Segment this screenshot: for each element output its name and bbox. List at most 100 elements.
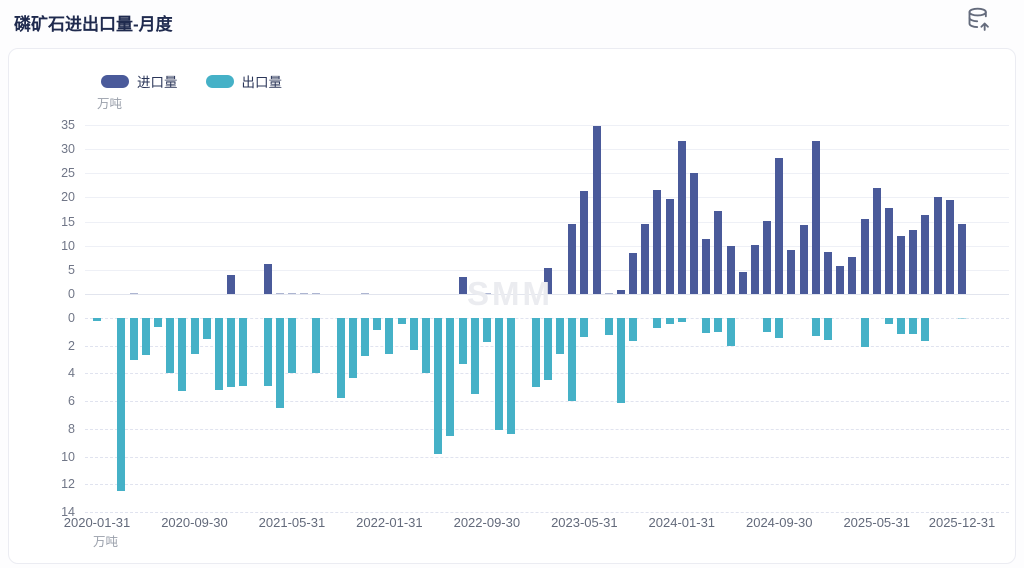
export-bar (446, 318, 455, 436)
y-tick-label-bottom: 6 (68, 394, 75, 409)
import-bar (604, 292, 613, 294)
y-tick-label-bottom: 14 (61, 505, 75, 519)
import-bar (860, 218, 869, 294)
database-export-icon (968, 7, 989, 31)
gridline-bottom-12 (85, 484, 1009, 486)
y-tick-label-bottom: 12 (61, 477, 75, 492)
export-bar (190, 318, 199, 354)
export-bar (568, 318, 577, 402)
x-tick-label: 2024-01-31 (648, 515, 716, 530)
y-tick-label-top: 25 (61, 166, 75, 181)
chart-legend: 进口量 出口量 (101, 71, 282, 91)
legend-item-export[interactable]: 出口量 (205, 71, 282, 91)
legend-item-import[interactable]: 进口量 (101, 71, 178, 91)
import-bar (568, 223, 577, 294)
import-bar (836, 265, 845, 294)
export-bar (665, 318, 674, 325)
export-bar (543, 318, 552, 381)
export-bar (507, 318, 516, 435)
export-bar (677, 318, 686, 322)
export-bar (714, 318, 723, 332)
export-bar (239, 318, 248, 386)
export-bar (604, 318, 613, 335)
import-bar (677, 140, 686, 294)
gridline-bottom-8 (85, 428, 1009, 430)
import-bar (543, 268, 552, 294)
import-bar (300, 293, 309, 294)
import-bar (641, 224, 650, 294)
export-bar (263, 318, 272, 386)
page-header: 磷矿石进出口量-月度 (0, 0, 1024, 48)
import-bar (811, 141, 820, 294)
import-bar (763, 220, 772, 294)
export-bar (129, 318, 138, 360)
export-bar (884, 318, 893, 325)
export-bar (702, 318, 711, 334)
y-tick-label-top: 0 (68, 287, 75, 301)
y-tick-label-top: 10 (61, 238, 75, 253)
import-legend-swatch (101, 74, 129, 88)
import-bar (592, 126, 601, 294)
export-bar (629, 318, 638, 341)
gridline-top-35 (85, 125, 1009, 126)
export-bar (824, 318, 832, 341)
export-bar (336, 318, 345, 399)
x-tick-label: 2021-05-31 (258, 515, 326, 530)
export-bar (93, 318, 101, 321)
import-bar (129, 293, 138, 294)
chart-card: 进口量 出口量 万吨 0 5 10 15 20 25 30 35 0 2 4 6 8 10 12 14 2020… (8, 48, 1016, 564)
export-bar (348, 318, 357, 378)
export-bar (470, 318, 479, 395)
export-bar (361, 318, 369, 357)
export-bar (580, 318, 589, 338)
gridline-top-0 (85, 294, 1009, 295)
export-bar (958, 318, 966, 320)
gridline-top-30 (85, 149, 1009, 151)
x-tick-label: 2020-09-30 (161, 515, 228, 530)
import-bar (702, 239, 711, 294)
export-bar (434, 318, 443, 454)
y-tick-label-top: 5 (68, 262, 75, 277)
y-tick-label-bottom: 0 (68, 311, 75, 325)
import-legend-label: 进口量 (137, 75, 178, 90)
export-bar (117, 318, 126, 492)
export-bar (531, 318, 540, 388)
export-bar (214, 318, 223, 391)
export-bar (178, 318, 187, 392)
import-bar (482, 293, 491, 294)
x-tick-label: 2025-12-31 (928, 515, 996, 530)
import-bar (945, 200, 954, 294)
export-bar (775, 318, 784, 339)
import-bar (775, 157, 784, 294)
export-bar (897, 318, 906, 334)
export-bar (811, 318, 820, 336)
export-bar (373, 318, 382, 330)
export-bar (385, 318, 394, 354)
y-tick-label-bottom: 4 (68, 366, 75, 381)
gridline-top-25 (85, 173, 1009, 175)
y-tick-label-top: 30 (61, 142, 75, 157)
import-bar (909, 229, 918, 294)
x-tick-label: 2023-05-31 (551, 515, 618, 530)
import-bar (750, 245, 759, 294)
gridline-top-15 (85, 221, 1009, 223)
x-tick-label: 2024-09-30 (745, 515, 813, 530)
export-bar (166, 318, 175, 374)
import-bar (653, 189, 662, 294)
gridline-bottom-6 (85, 401, 1009, 403)
export-data-button[interactable] (966, 6, 994, 34)
import-bar (848, 257, 857, 294)
import-bar (361, 293, 369, 294)
import-bar (665, 198, 674, 294)
x-tick-label: 2020-01-31 (63, 515, 131, 530)
x-tick-label: 2025-05-31 (843, 515, 910, 530)
import-bar (799, 225, 808, 294)
y-tick-label-top: 20 (61, 190, 75, 205)
export-bar (287, 318, 296, 374)
export-bar (275, 318, 284, 409)
import-bar (884, 207, 893, 294)
export-bar (726, 318, 735, 346)
gridline-bottom-14 (85, 512, 1009, 513)
import-bar (580, 190, 589, 294)
gridline-bottom-10 (85, 456, 1009, 458)
